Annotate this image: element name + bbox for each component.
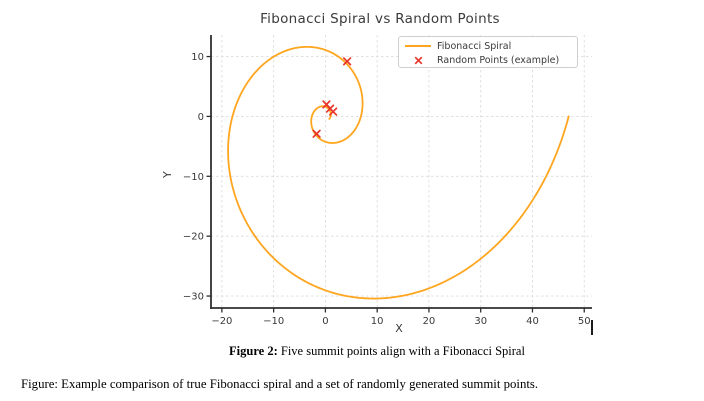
svg-text:−10: −10 [263, 316, 284, 327]
legend-item-points: Random Points (example) [399, 53, 577, 67]
figure-caption[interactable]: Figure 2: Five summit points align with … [40, 344, 704, 359]
legend-label-spiral: Fibonacci Spiral [437, 40, 512, 52]
svg-text:−30: −30 [183, 292, 204, 303]
legend-label-points: Random Points (example) [437, 54, 560, 66]
legend: Fibonacci Spiral Random Points (example) [398, 36, 578, 68]
svg-text:30: 30 [474, 316, 487, 327]
line-swatch-icon [399, 45, 437, 47]
svg-text:40: 40 [526, 316, 539, 327]
figure-caption-label: Figure 2: [229, 344, 278, 358]
svg-text:−10: −10 [183, 172, 204, 183]
figure-caption-text: Five summit points align with a Fibonacc… [277, 344, 525, 358]
svg-text:10: 10 [191, 52, 204, 63]
y-axis-label: Y [161, 171, 174, 178]
svg-text:−20: −20 [183, 232, 204, 243]
figure-description[interactable]: Figure: Example comparison of true Fibon… [21, 377, 539, 391]
chart-title: Fibonacci Spiral vs Random Points [260, 11, 500, 27]
svg-text:0: 0 [322, 316, 328, 327]
legend-item-spiral: Fibonacci Spiral [399, 39, 577, 53]
svg-text:−20: −20 [211, 316, 232, 327]
x-marker-icon [399, 56, 437, 65]
svg-text:50: 50 [578, 316, 591, 327]
svg-text:20: 20 [423, 316, 436, 327]
svg-text:10: 10 [371, 316, 384, 327]
svg-text:0: 0 [198, 112, 204, 123]
x-axis-label: X [395, 322, 403, 335]
text-cursor [591, 320, 593, 335]
